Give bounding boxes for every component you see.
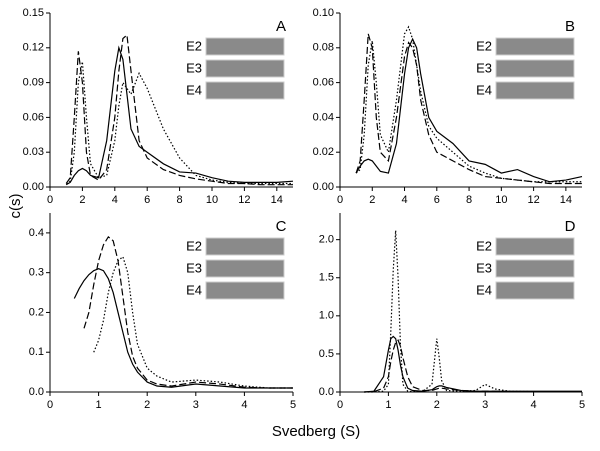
y-tick-label: 0.04 <box>313 111 334 123</box>
inset-label: E3 <box>476 60 492 75</box>
inset-label: E2 <box>476 238 492 253</box>
y-tick-label: 0.1 <box>29 346 44 358</box>
series-line <box>65 33 293 186</box>
y-tick-label: 0.5 <box>319 348 334 360</box>
x-tick-label: 2 <box>79 194 85 206</box>
x-tick-label: 1 <box>385 399 391 411</box>
gel-image <box>205 259 285 278</box>
gel-image <box>495 81 575 100</box>
y-tick-label: 0.02 <box>313 146 334 158</box>
y-tick-label: 0.4 <box>29 227 44 239</box>
x-axis-label: Svedberg (S) <box>272 423 360 440</box>
series-line <box>364 230 582 393</box>
gel-image <box>205 81 285 100</box>
x-tick-label: 8 <box>177 194 183 206</box>
series-line <box>93 255 293 389</box>
y-tick-label: 0.0 <box>29 386 44 398</box>
series-line <box>355 25 582 183</box>
inset-label: E2 <box>186 38 202 53</box>
gel-image <box>205 59 285 78</box>
x-tick-label: 0 <box>47 399 53 411</box>
gel-image <box>495 37 575 56</box>
panel-label: D <box>565 218 576 235</box>
x-tick-label: 8 <box>466 194 472 206</box>
panel-label: A <box>276 18 286 35</box>
gel-image <box>205 37 285 56</box>
x-tick-label: 10 <box>495 194 507 206</box>
inset-label: E4 <box>476 82 492 97</box>
inset-label: E3 <box>186 260 202 275</box>
series-line <box>364 339 582 393</box>
inset-label: E2 <box>186 238 202 253</box>
panel-label: C <box>276 218 287 235</box>
y-tick-label: 0.10 <box>313 7 334 19</box>
inset-label: E4 <box>186 282 202 297</box>
y-tick-label: 0.00 <box>313 181 334 193</box>
y-tick-label: 0.00 <box>23 181 44 193</box>
x-tick-label: 14 <box>271 194 283 206</box>
x-tick-label: 3 <box>193 399 199 411</box>
x-tick-label: 12 <box>238 194 250 206</box>
panel-label: B <box>565 18 575 35</box>
y-tick-label: 0.12 <box>23 42 44 54</box>
y-tick-label: 0.03 <box>23 146 44 158</box>
gel-image <box>495 259 575 278</box>
inset-label: E4 <box>476 282 492 297</box>
x-tick-label: 12 <box>527 194 539 206</box>
y-tick-label: 0.3 <box>29 267 44 279</box>
inset-label: E4 <box>186 82 202 97</box>
x-tick-label: 6 <box>144 194 150 206</box>
x-tick-label: 10 <box>206 194 218 206</box>
y-tick-label: 2.0 <box>319 234 334 246</box>
gel-image <box>495 281 575 300</box>
y-tick-label: 0.2 <box>29 306 44 318</box>
x-tick-label: 6 <box>434 194 440 206</box>
x-tick-label: 4 <box>401 194 407 206</box>
inset-label: E2 <box>476 38 492 53</box>
y-axis-label: c(s) <box>7 194 24 219</box>
y-tick-label: 0.09 <box>23 77 44 89</box>
inset-label: E3 <box>186 60 202 75</box>
inset-label: E3 <box>476 260 492 275</box>
x-tick-label: 5 <box>579 399 585 411</box>
y-tick-label: 0.06 <box>313 77 334 89</box>
series-line <box>65 45 294 186</box>
gel-image <box>205 281 285 300</box>
x-tick-label: 1 <box>96 399 102 411</box>
gel-image <box>205 237 285 256</box>
y-tick-label: 1.5 <box>319 272 334 284</box>
x-tick-label: 2 <box>434 399 440 411</box>
x-tick-label: 14 <box>560 194 572 206</box>
series-line <box>355 37 583 183</box>
y-tick-label: 0.15 <box>23 7 44 19</box>
x-tick-label: 0 <box>337 194 343 206</box>
x-tick-label: 5 <box>290 399 296 411</box>
x-tick-label: 0 <box>337 399 343 411</box>
x-tick-label: 2 <box>369 194 375 206</box>
series-line <box>73 268 293 389</box>
series-line <box>364 335 582 393</box>
gel-image <box>495 59 575 78</box>
y-tick-label: 0.08 <box>313 42 334 54</box>
x-tick-label: 4 <box>241 399 247 411</box>
y-tick-label: 0.0 <box>319 386 334 398</box>
x-tick-label: 2 <box>144 399 150 411</box>
x-tick-label: 3 <box>482 399 488 411</box>
series-line <box>83 235 293 389</box>
y-tick-label: 0.06 <box>23 111 44 123</box>
x-tick-label: 4 <box>112 194 118 206</box>
y-tick-label: 1.0 <box>319 310 334 322</box>
x-tick-label: 4 <box>531 399 537 411</box>
x-tick-label: 0 <box>47 194 53 206</box>
gel-image <box>495 237 575 256</box>
series-line <box>65 61 293 185</box>
